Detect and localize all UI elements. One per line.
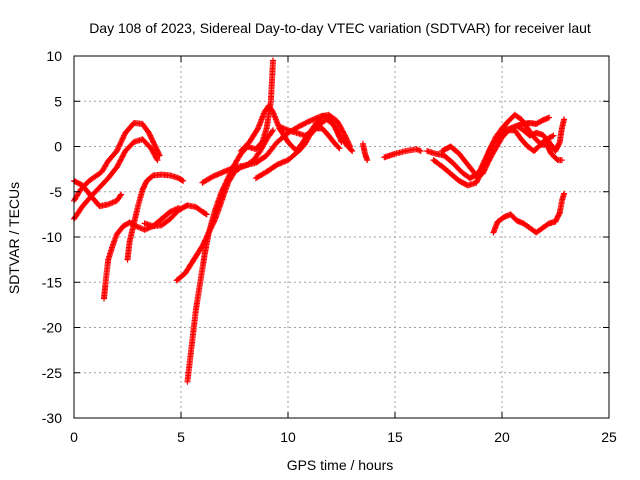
series-marker-path bbox=[439, 127, 565, 179]
series-marker-path bbox=[381, 146, 424, 161]
data-markers bbox=[71, 57, 568, 385]
series-t7 bbox=[184, 57, 276, 385]
y-tick-label: -15 bbox=[42, 274, 62, 290]
x-tick-label: 20 bbox=[494, 429, 510, 445]
series-t13 bbox=[359, 140, 371, 164]
x-tick-label: 0 bbox=[70, 429, 78, 445]
axis-ticks bbox=[73, 55, 610, 419]
y-tick-label: 5 bbox=[54, 93, 62, 109]
y-tick-label: -30 bbox=[42, 410, 62, 426]
series-marker-path bbox=[184, 57, 276, 385]
series-t4 bbox=[124, 171, 187, 263]
x-tick-label: 15 bbox=[387, 429, 403, 445]
x-tick-label: 25 bbox=[601, 429, 617, 445]
y-tick-label: 10 bbox=[46, 48, 62, 64]
series-marker-path bbox=[490, 190, 568, 236]
series-t12 bbox=[276, 116, 356, 154]
series-t6 bbox=[141, 202, 210, 230]
series-t19 bbox=[490, 190, 568, 236]
series-marker-path bbox=[124, 171, 187, 263]
y-tick-label: -5 bbox=[50, 184, 63, 200]
y-tick-label: -20 bbox=[42, 320, 62, 336]
x-tick-label: 5 bbox=[177, 429, 185, 445]
x-tick-label: 10 bbox=[280, 429, 296, 445]
series-t17 bbox=[439, 127, 565, 179]
y-tick-label: -25 bbox=[42, 365, 62, 381]
grid-lines bbox=[73, 55, 610, 419]
series-marker-path bbox=[359, 140, 371, 164]
x-axis-label: GPS time / hours bbox=[287, 457, 394, 473]
series-t14 bbox=[381, 146, 424, 161]
series-marker-path bbox=[276, 116, 356, 154]
series-marker-path bbox=[514, 116, 568, 154]
y-tick-label: -10 bbox=[42, 229, 62, 245]
y-axis-label: SDTVAR / TECUs bbox=[6, 182, 22, 294]
x-tick-labels: 0 5 10 15 20 25 bbox=[70, 429, 617, 445]
y-tick-labels: -30 -25 -20 -15 -10 -5 0 5 10 bbox=[42, 48, 62, 426]
series-t18 bbox=[514, 116, 568, 154]
chart-title: Day 108 of 2023, Sidereal Day-to-day VTE… bbox=[89, 20, 591, 36]
series-marker-path bbox=[141, 202, 210, 230]
y-tick-label: 0 bbox=[54, 139, 62, 155]
